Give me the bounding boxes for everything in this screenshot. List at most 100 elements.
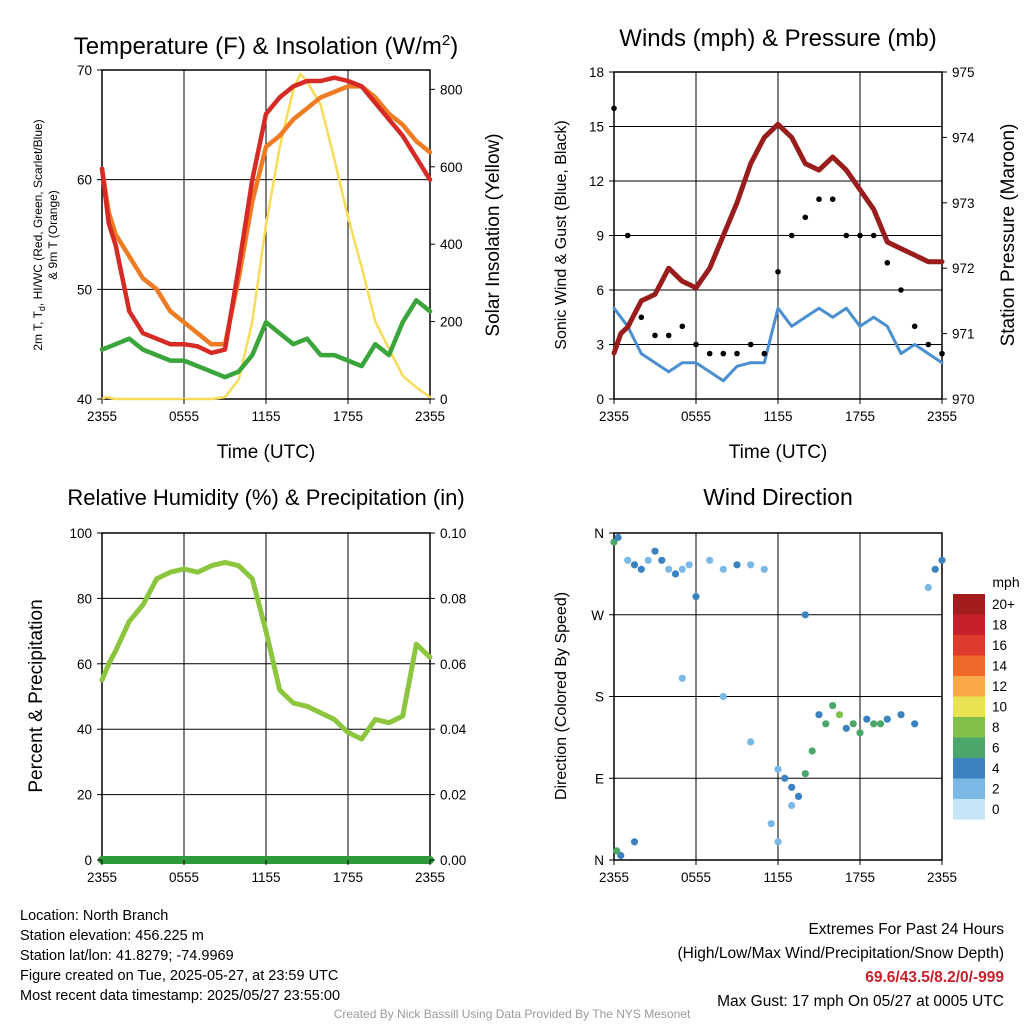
direction-point <box>665 565 673 573</box>
direction-point <box>931 565 939 573</box>
direction-point <box>815 711 823 719</box>
winds-chart-y2tick-label: 973 <box>952 196 975 211</box>
direction-point <box>829 702 837 710</box>
gust-point <box>624 232 631 239</box>
direction-point <box>801 770 809 778</box>
humidity-chart-ylabel: Percent & Precipitation <box>26 599 47 792</box>
temp-chart-xtick-label: 1755 <box>333 409 363 424</box>
direction-point <box>760 565 768 573</box>
direction-chart-ylabel: Direction (Colored By Speed) <box>553 592 570 800</box>
temp-2m-line <box>99 75 433 356</box>
direction-point <box>678 674 686 682</box>
direction-point <box>637 565 645 573</box>
gust-point <box>816 196 822 202</box>
speed-legend-title: mph <box>992 574 1019 590</box>
temp-chart-ylabel-2: & 9m T (Orange) <box>46 190 60 280</box>
winds-chart-xtick-label: 0555 <box>681 409 711 424</box>
direction-point <box>822 720 830 728</box>
temp-chart-xtick-label: 2355 <box>87 409 117 424</box>
direction-point <box>617 851 625 860</box>
gust-point <box>720 350 727 357</box>
temp-chart-ytick-label: 40 <box>77 392 92 407</box>
speed-legend-swatch <box>953 655 985 676</box>
temp-chart-ylabel: 2m T, Td, HI/WC (Red, Green, Scarlet/Blu… <box>31 119 47 350</box>
humidity-chart-y2tick-label: 0.08 <box>440 591 466 606</box>
direction-point <box>685 561 693 569</box>
direction-point <box>876 720 885 728</box>
direction-chart-ytick-label: E <box>595 771 604 786</box>
temp-chart-y2label: Solar Insolation (Yellow) <box>483 133 504 336</box>
direction-point <box>835 711 844 719</box>
direction-point <box>924 583 932 592</box>
station-info: Location: North Branch Station elevation… <box>20 906 340 1006</box>
winds-chart-ytick-label: 15 <box>589 120 604 135</box>
temp-chart-ytick-label: 70 <box>77 63 92 78</box>
humidity-chart-xtick-label: 0555 <box>169 870 199 885</box>
humidity-chart-xtick-label: 1155 <box>251 870 280 885</box>
speed-legend-swatch <box>953 594 985 615</box>
winds-chart-xtick-label: 1155 <box>763 409 792 424</box>
speed-legend-swatch <box>953 799 985 820</box>
gust-point <box>665 332 672 339</box>
direction-point <box>624 556 632 564</box>
direction-point <box>794 792 803 801</box>
speed-legend-swatch <box>953 696 985 717</box>
humidity-chart-y2tick-label: 0.02 <box>440 788 466 803</box>
winds-chart-xtick-label: 2355 <box>599 409 629 424</box>
speed-legend-swatch <box>953 717 985 738</box>
humidity-chart-xtick-label: 2355 <box>415 870 445 885</box>
humidity-chart-ytick-label: 60 <box>77 657 92 672</box>
direction-point <box>897 711 905 719</box>
direction-point <box>883 715 891 723</box>
direction-chart-xtick-label: 1155 <box>763 870 792 885</box>
speed-legend-label: 8 <box>992 720 1000 735</box>
gust-point <box>939 350 945 357</box>
humidity-chart-y2tick-label: 0.06 <box>440 657 466 672</box>
direction-point <box>767 820 775 828</box>
direction-point <box>808 747 816 755</box>
gust-point <box>638 314 645 321</box>
winds-chart-y2tick-label: 974 <box>952 130 975 145</box>
direction-point <box>781 774 789 782</box>
temp-chart-title: Temperature (F) & Insolation (W/m2) <box>74 32 458 60</box>
gust-point <box>843 232 850 239</box>
temp-chart-ytick-label: 50 <box>77 282 92 297</box>
winds-chart-ytick-label: 18 <box>589 65 604 80</box>
humidity-chart-ytick-label: 80 <box>77 591 92 606</box>
direction-point <box>706 556 714 564</box>
winds-chart-y2tick-label: 970 <box>952 392 975 407</box>
winds-chart-ytick-label: 9 <box>596 229 604 244</box>
direction-point <box>733 561 741 569</box>
winds-chart-ytick-label: 0 <box>596 392 604 407</box>
humidity-chart-title: Relative Humidity (%) & Precipitation (i… <box>67 485 464 510</box>
humidity-chart-xtick-label: 1755 <box>333 870 363 885</box>
direction-chart-xtick-label: 2355 <box>599 870 629 885</box>
speed-legend-label: 16 <box>992 638 1007 653</box>
max-gust-text: Max Gust: 17 mph On 05/27 at 0005 UTC <box>717 993 1004 1010</box>
direction-point <box>842 724 850 732</box>
recent-text: Most recent data timestamp: 2025/05/27 2… <box>20 988 341 1004</box>
gust-point <box>652 332 658 339</box>
direction-point <box>911 720 919 728</box>
extremes-title: Extremes For Past 24 Hours <box>808 921 1004 938</box>
humidity-chart-ytick-label: 40 <box>77 722 92 737</box>
gust-point <box>857 232 863 239</box>
gust-point <box>884 260 891 266</box>
gust-point <box>898 287 904 293</box>
humidity-chart-ytick-label: 20 <box>77 788 92 803</box>
temp-chart-xlabel: Time (UTC) <box>217 442 316 463</box>
temp-chart-y2tick-label: 200 <box>440 315 463 330</box>
speed-legend-label: 0 <box>992 802 1000 817</box>
gust-point <box>679 323 686 330</box>
speed-legend-label: 14 <box>992 659 1008 674</box>
winds-chart-y2tick-label: 971 <box>952 327 975 342</box>
direction-chart-title: Wind Direction <box>703 484 853 510</box>
speed-legend-label: 12 <box>992 679 1007 694</box>
gust-point <box>775 269 781 275</box>
direction-point <box>788 801 796 810</box>
credit-text: Created By Nick Bassill Using Data Provi… <box>333 1007 691 1021</box>
created-text: Figure created on Tue, 2025-05-27, at 23… <box>20 968 339 984</box>
direction-point <box>863 715 871 723</box>
direction-point <box>613 847 621 855</box>
